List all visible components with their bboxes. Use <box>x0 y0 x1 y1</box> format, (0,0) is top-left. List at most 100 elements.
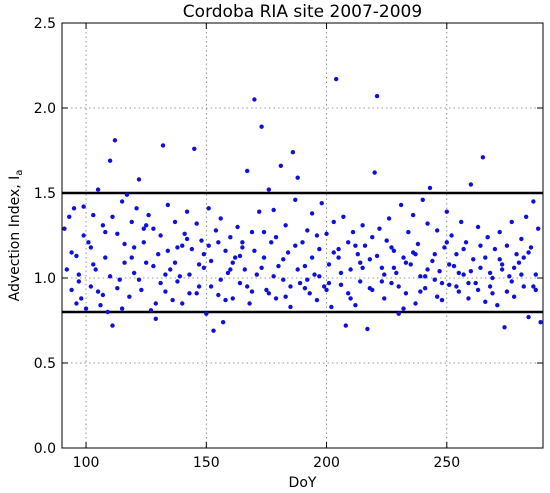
data-point <box>499 267 505 272</box>
data-point <box>91 262 96 267</box>
x-tick-label: 150 <box>193 455 220 471</box>
data-point <box>259 124 264 129</box>
data-point <box>430 258 435 264</box>
data-point <box>143 223 149 228</box>
data-point <box>290 150 296 155</box>
data-point <box>406 229 411 235</box>
data-point <box>447 282 452 287</box>
data-point <box>367 286 373 291</box>
data-point <box>341 214 346 219</box>
data-point <box>261 255 267 260</box>
data-point <box>362 243 368 248</box>
data-point <box>377 226 382 231</box>
data-point <box>531 199 536 204</box>
data-point <box>196 284 202 289</box>
data-point <box>225 270 231 276</box>
y-axis-title-main: Advection Index, I <box>7 176 23 302</box>
data-point <box>129 219 134 225</box>
data-point <box>456 289 462 294</box>
data-point <box>338 270 344 276</box>
data-point <box>485 235 490 240</box>
data-point <box>273 235 279 240</box>
y-axis-title-subscript: a <box>14 170 25 176</box>
data-point <box>168 267 173 272</box>
data-point <box>487 270 493 276</box>
data-point <box>271 207 276 213</box>
data-point <box>398 202 404 208</box>
data-point <box>425 221 430 226</box>
data-point <box>463 240 469 245</box>
data-point <box>235 224 240 230</box>
data-point <box>180 301 185 306</box>
data-point <box>131 270 137 276</box>
data-point <box>521 284 526 289</box>
data-point <box>163 272 168 277</box>
data-point <box>69 287 74 293</box>
data-point <box>413 252 418 257</box>
data-point <box>288 284 293 289</box>
data-point <box>136 177 142 182</box>
data-point <box>242 267 247 272</box>
data-point <box>521 255 526 260</box>
data-point <box>136 277 142 282</box>
data-point <box>244 284 250 289</box>
data-point <box>432 277 437 282</box>
data-point <box>103 255 108 260</box>
data-point <box>175 279 180 284</box>
data-point <box>535 226 541 231</box>
data-point <box>189 246 195 252</box>
data-point <box>158 233 163 238</box>
data-point <box>220 320 226 325</box>
data-point <box>447 262 452 267</box>
data-point <box>456 270 462 276</box>
data-point <box>439 297 445 303</box>
data-point <box>355 252 361 257</box>
data-point <box>509 279 514 284</box>
data-point <box>391 248 397 253</box>
data-point <box>271 274 276 279</box>
data-point <box>384 238 389 243</box>
data-point <box>98 303 103 308</box>
data-point <box>112 138 118 143</box>
data-point <box>514 252 519 257</box>
data-point <box>237 253 243 259</box>
y-tick-label: 2.0 <box>34 101 56 117</box>
data-point <box>528 245 534 250</box>
data-point <box>283 294 288 299</box>
data-point <box>216 240 221 245</box>
data-point <box>293 243 298 248</box>
data-point <box>175 245 180 250</box>
data-point <box>403 291 409 296</box>
data-point <box>259 265 264 270</box>
data-point <box>345 240 351 245</box>
data-point <box>307 291 312 296</box>
data-point <box>401 255 406 260</box>
data-point <box>119 306 125 311</box>
plot-frame <box>61 22 544 449</box>
data-point <box>511 294 517 299</box>
data-point <box>95 289 101 294</box>
data-point <box>105 309 110 315</box>
data-point <box>237 280 243 286</box>
data-point <box>418 289 423 294</box>
data-point <box>504 243 510 248</box>
data-point <box>276 263 281 269</box>
data-point <box>379 265 385 270</box>
data-point <box>499 262 505 267</box>
data-point <box>365 326 370 332</box>
data-point <box>76 279 82 284</box>
data-point <box>497 257 502 262</box>
data-point <box>269 240 274 245</box>
data-point <box>91 212 96 218</box>
data-point <box>461 272 466 277</box>
data-point <box>502 325 507 330</box>
data-point <box>382 272 387 277</box>
data-point <box>367 257 373 262</box>
data-point <box>329 304 334 310</box>
data-point <box>79 296 84 301</box>
data-point <box>418 274 423 279</box>
data-point <box>216 292 221 298</box>
data-point <box>454 252 459 257</box>
data-point <box>249 229 255 235</box>
data-point <box>314 297 320 303</box>
